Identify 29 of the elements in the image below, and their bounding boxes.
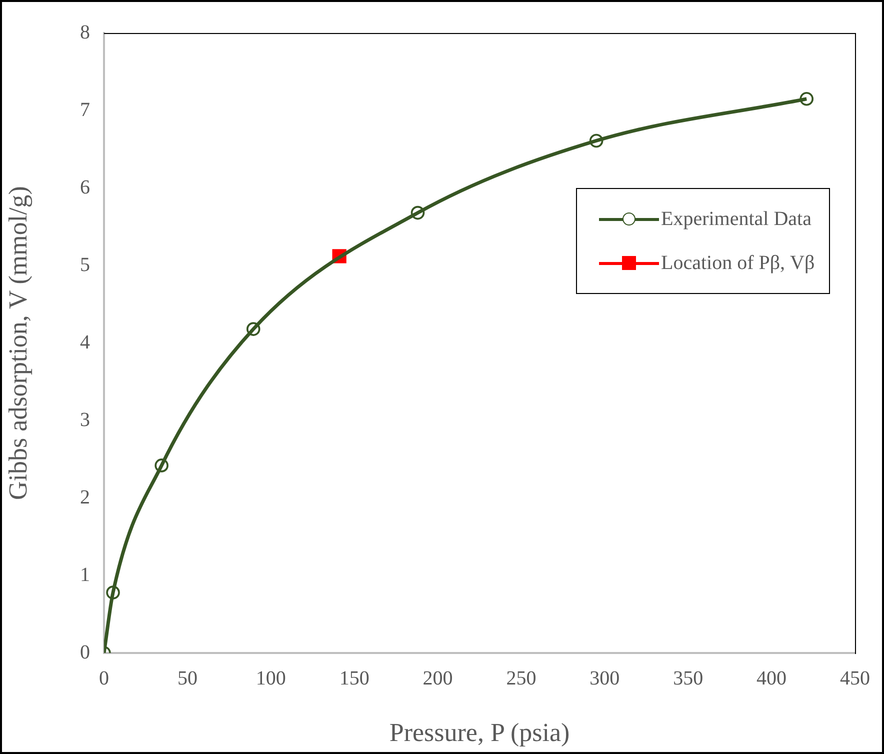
x-tick-label: 0 <box>99 667 109 690</box>
point <box>800 92 814 106</box>
point <box>154 458 168 472</box>
x-tick-label: 150 <box>339 667 370 690</box>
point <box>410 206 425 220</box>
x-tick-label: 400 <box>756 667 787 690</box>
y-tick-label: 3 <box>80 408 90 431</box>
x-tick-label: 100 <box>256 667 286 690</box>
legend-label: Experimental Data <box>661 208 812 230</box>
point <box>106 586 120 600</box>
legend-label: Location of Pβ, Vβ <box>661 252 815 274</box>
y-tick-label: 8 <box>80 21 90 44</box>
y-tick-label: 6 <box>80 176 90 198</box>
x-tick-label: 300 <box>590 667 620 690</box>
point <box>589 134 604 148</box>
y-tick-label: 7 <box>80 98 90 121</box>
y-tick-label: 5 <box>80 254 90 276</box>
y-tick-label: 4 <box>80 331 90 354</box>
x-tick-label: 200 <box>422 667 453 690</box>
y-tick-label: 0 <box>80 641 90 664</box>
y-tick-label: 2 <box>80 486 90 508</box>
y-axis-title: Gibbs adsorption, V (mmol/g) <box>3 186 32 500</box>
y-tick-label: 1 <box>80 564 90 586</box>
x-tick-label: 250 <box>506 667 536 690</box>
x-axis-title: Pressure, P (psia) <box>389 718 570 748</box>
x-tick-label: 450 <box>840 667 870 690</box>
x-tick-label: 350 <box>673 667 704 690</box>
point <box>246 322 260 336</box>
x-tick-label: 50 <box>177 667 198 690</box>
